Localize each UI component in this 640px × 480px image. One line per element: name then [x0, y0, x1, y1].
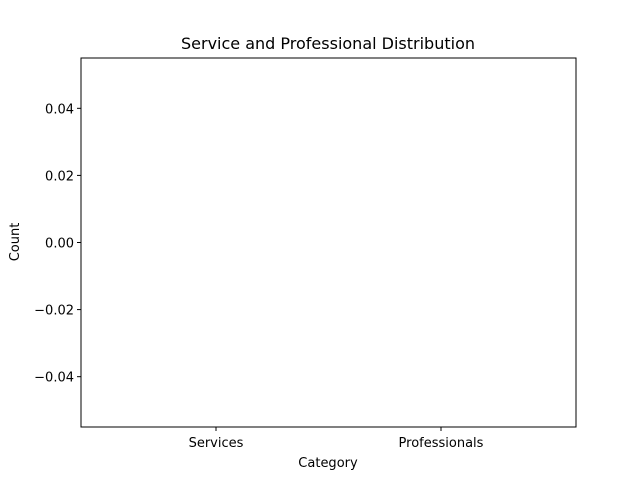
x-tick-label: Services	[189, 436, 244, 451]
x-axis-label: Category	[298, 456, 358, 471]
y-tick-label: 0.04	[45, 102, 74, 117]
y-tick-label: 0.00	[45, 237, 74, 252]
y-tick-label: −0.02	[34, 304, 74, 319]
chart-title: Service and Professional Distribution	[181, 34, 475, 53]
y-tick-label: −0.04	[34, 371, 74, 386]
y-axis: 0.04 0.02 0.00 −0.02 −0.04	[34, 102, 81, 386]
x-axis: Services Professionals	[189, 427, 484, 451]
plot-area	[80, 57, 577, 428]
y-axis-label: Count	[8, 223, 23, 262]
x-tick-label: Professionals	[399, 436, 484, 451]
y-tick-label: 0.02	[45, 169, 74, 184]
